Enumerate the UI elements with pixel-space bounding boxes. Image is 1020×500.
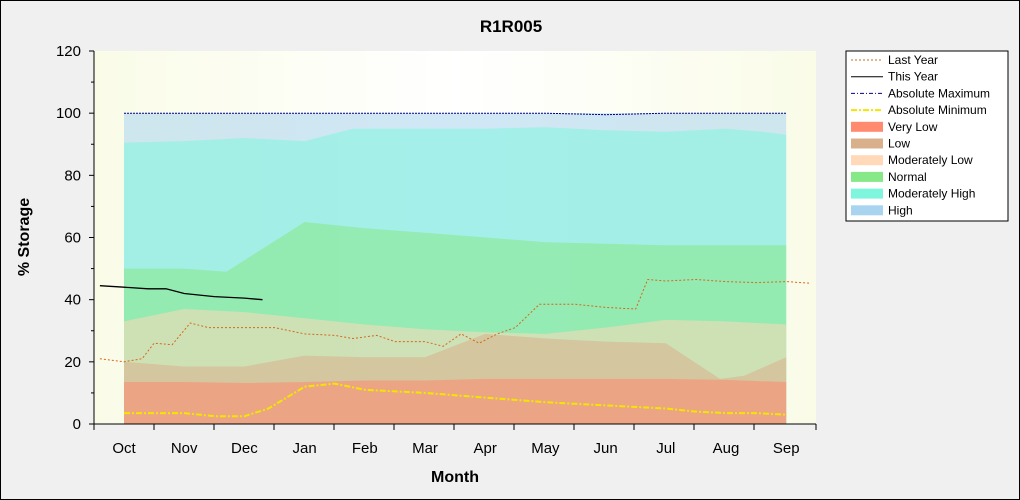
band-very-low [124,378,787,424]
x-tick-label: Feb [352,440,378,457]
legend-label: High [888,203,913,217]
band-layer [124,113,787,424]
y-tick-label: 60 [64,230,81,247]
x-tick-label: Mar [412,440,438,457]
x-tick-label: Jul [656,440,675,457]
series-absolute-maximum [124,112,787,116]
x-tick-label: Dec [231,440,258,457]
series-this-year [99,285,263,301]
legend-swatch [851,188,883,199]
legend-label: Very Low [888,120,938,134]
legend-label: This Year [888,70,938,84]
y-tick-label: 100 [56,105,81,122]
legend-label: Normal [888,170,927,184]
chart-title: R1R005 [480,17,542,36]
series-absolute-minimum [124,382,787,418]
legend-label: Moderately High [888,187,975,201]
legend-label: Moderately Low [888,153,973,167]
x-tick-label: Jan [293,440,317,457]
series-layer [99,112,811,418]
x-tick-label: May [531,440,560,457]
axes-layer: 0 20 40 60 80 100 120 Oct Nov Dec Jan Feb Mar Apr May J… [56,43,817,457]
x-tick-label: Apr [474,440,497,457]
legend-swatch [851,138,883,149]
legend-swatch [851,155,883,166]
legend-label: Absolute Maximum [888,86,990,100]
x-tick-label: Sep [773,440,800,457]
x-axis-title: Month [431,469,479,486]
series-last-year [99,278,811,363]
legend-swatch [851,171,883,182]
legend-label: Low [888,137,910,151]
x-tick-label: Oct [112,440,136,457]
y-tick-label: 20 [64,354,81,371]
y-tick-label: 0 [73,416,81,433]
x-tick-label: Nov [171,440,198,457]
x-tick-label: Aug [713,440,740,457]
legend-swatch [851,121,883,132]
y-tick-label: 120 [56,43,81,60]
y-tick-label: 40 [64,292,81,309]
legend-swatch [851,205,883,216]
y-axis-title: % Storage [16,198,33,276]
y-tick-label: 80 [64,167,81,184]
x-tick-label: Jun [594,440,618,457]
legend-label: Last Year [888,53,938,67]
legend-label: Absolute Minimum [888,103,987,117]
legend: Last Year This Year Absolute Maximum Absolu… [845,50,1009,222]
